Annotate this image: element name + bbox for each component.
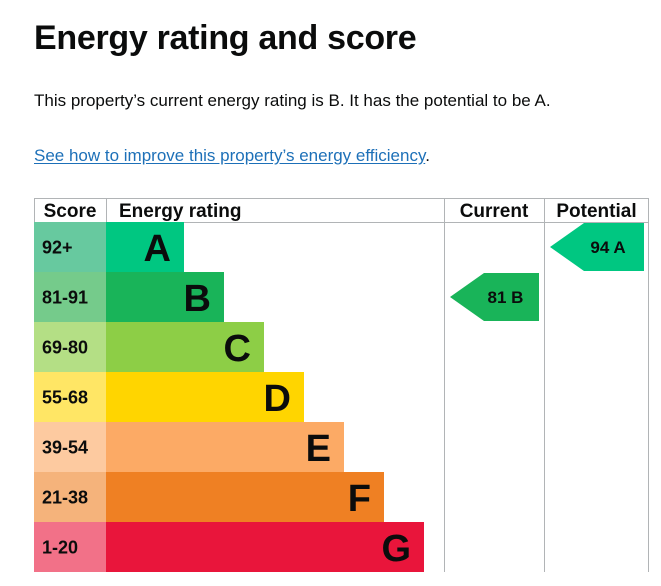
page-title: Energy rating and score <box>34 19 417 57</box>
score-cell-b <box>34 272 106 322</box>
rating-summary: This property’s current energy rating is… <box>34 91 551 110</box>
score-cell-d <box>34 372 106 422</box>
potential-header: Potential <box>556 201 636 222</box>
score-label-b: 81-91 <box>42 288 88 308</box>
rating-bar-c <box>106 322 264 372</box>
rating-bar-b <box>106 272 224 322</box>
rating-bar-g <box>106 522 424 572</box>
current-rating-arrow-label: 81 B <box>488 288 524 307</box>
improve-suffix: . <box>425 146 430 165</box>
current-rating-arrow <box>450 273 539 321</box>
score-cell-c <box>34 322 106 372</box>
score-label-c: 69-80 <box>42 338 88 358</box>
improve-paragraph: See how to improve this property’s energ… <box>34 143 430 169</box>
score-cell-g <box>34 522 106 572</box>
rating-letter-a: A <box>144 228 171 270</box>
potential-rating-arrow-label: 94 A <box>590 238 625 257</box>
energy-rating-header: Energy rating <box>119 201 241 222</box>
score-cell-e <box>34 422 106 472</box>
improve-efficiency-link[interactable]: See how to improve this property’s energ… <box>34 146 426 165</box>
score-label-a: 92+ <box>42 238 73 258</box>
rating-bar-a <box>106 222 184 272</box>
score-label-g: 1-20 <box>42 538 78 558</box>
score-label-f: 21-38 <box>42 488 88 508</box>
score-cell-f <box>34 472 106 522</box>
rating-letter-c: C <box>224 328 251 370</box>
rating-letter-d: D <box>264 378 291 420</box>
rating-letter-e: E <box>306 428 331 470</box>
rating-letter-g: G <box>381 528 411 570</box>
score-header: Score <box>44 201 97 222</box>
potential-rating-arrow <box>550 223 644 271</box>
rating-bar-d <box>106 372 304 422</box>
rating-letter-b: B <box>184 278 211 320</box>
rating-bar-f <box>106 472 384 522</box>
score-label-e: 39-54 <box>42 438 88 458</box>
score-cell-a <box>34 222 106 272</box>
score-label-d: 55-68 <box>42 388 88 408</box>
current-header: Current <box>460 201 529 222</box>
rating-letter-f: F <box>348 478 371 520</box>
rating-bar-e <box>106 422 344 472</box>
